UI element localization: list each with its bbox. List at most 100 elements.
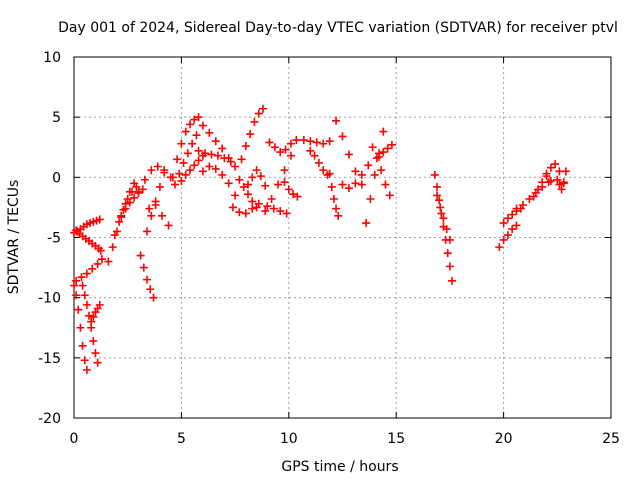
series-arc14 — [168, 113, 203, 182]
data-point — [213, 151, 222, 160]
data-point — [332, 204, 341, 213]
data-point — [503, 214, 512, 223]
data-point — [327, 182, 336, 191]
data-point — [134, 187, 143, 196]
data-point — [512, 221, 521, 230]
data-point — [259, 104, 268, 113]
data-point — [261, 207, 270, 216]
series-arc43 — [553, 167, 570, 194]
data-point — [310, 151, 319, 160]
series-arc35 — [375, 140, 396, 161]
data-point — [181, 127, 190, 136]
data-point — [104, 257, 113, 266]
data-point — [248, 197, 257, 206]
data-point — [149, 293, 158, 302]
data-point — [332, 116, 341, 125]
data-point — [338, 180, 347, 189]
y-axis-label: SDTVAR / TECUs — [6, 180, 22, 295]
data-point — [80, 356, 89, 365]
data-point — [82, 365, 91, 374]
data-point — [443, 249, 452, 258]
series-arc30 — [325, 169, 343, 220]
data-point — [538, 178, 547, 187]
data-point — [263, 202, 272, 211]
data-point — [147, 166, 156, 175]
data-point — [77, 273, 86, 282]
data-point — [435, 196, 444, 205]
data-point — [250, 117, 259, 126]
series-arc38 — [495, 221, 521, 252]
data-point — [231, 191, 240, 200]
data-point — [276, 207, 285, 216]
y-tick-label: 0 — [52, 170, 61, 186]
data-point — [448, 276, 457, 285]
data-point — [117, 211, 126, 220]
data-point — [270, 143, 279, 152]
data-point — [381, 180, 390, 189]
y-tick-label: -5 — [47, 231, 61, 247]
data-point — [387, 140, 396, 149]
data-point — [508, 210, 517, 219]
data-point — [177, 139, 186, 148]
data-point — [85, 311, 94, 320]
data-point — [286, 151, 295, 160]
series-arc22 — [228, 199, 263, 218]
data-point — [235, 175, 244, 184]
data-point — [375, 152, 384, 161]
data-point — [226, 157, 235, 166]
data-point — [183, 149, 192, 158]
data-point — [241, 209, 250, 218]
series-arc25 — [263, 202, 291, 218]
x-axis-label: GPS time / hours — [281, 459, 398, 475]
data-point — [351, 179, 360, 188]
series-arc18 — [194, 146, 235, 166]
data-point — [248, 173, 257, 182]
data-point — [325, 137, 334, 146]
data-point — [89, 312, 98, 321]
data-point — [155, 182, 164, 191]
data-point — [220, 154, 229, 163]
series-arc16 — [177, 151, 207, 185]
data-point — [319, 166, 328, 175]
data-point — [239, 182, 248, 191]
data-point — [306, 137, 315, 146]
data-point — [93, 358, 102, 367]
data-point — [147, 211, 156, 220]
data-point — [267, 194, 276, 203]
data-point — [78, 281, 87, 290]
data-point — [82, 269, 91, 278]
data-point — [241, 142, 250, 151]
data-point — [78, 341, 87, 350]
data-point — [139, 263, 148, 272]
data-point — [115, 217, 124, 226]
data-point — [284, 185, 293, 194]
data-point — [201, 149, 210, 158]
series-arc28 — [299, 136, 334, 148]
data-point — [370, 170, 379, 179]
data-point — [286, 139, 295, 148]
series-arc24 — [261, 151, 295, 216]
data-point — [293, 192, 302, 201]
series-arc32 — [338, 161, 373, 193]
x-tick-label: 20 — [495, 431, 513, 447]
data-point — [280, 166, 289, 175]
data-point — [379, 127, 388, 136]
data-point — [185, 120, 194, 129]
data-point — [553, 175, 562, 184]
data-point — [436, 203, 445, 212]
data-point — [192, 131, 201, 140]
data-point — [188, 139, 197, 148]
data-point — [314, 158, 323, 167]
data-point — [95, 215, 104, 224]
data-point — [529, 192, 538, 201]
data-point — [140, 175, 149, 184]
y-tick-label: -15 — [38, 351, 61, 367]
data-point — [269, 204, 278, 213]
chart-title: Day 001 of 2024, Sidereal Day-to-day VTE… — [58, 20, 618, 36]
data-point — [546, 163, 555, 172]
data-point — [211, 164, 220, 173]
y-tick-label: 5 — [52, 110, 61, 126]
data-point — [445, 262, 454, 271]
data-point — [121, 204, 130, 213]
data-point — [76, 323, 85, 332]
